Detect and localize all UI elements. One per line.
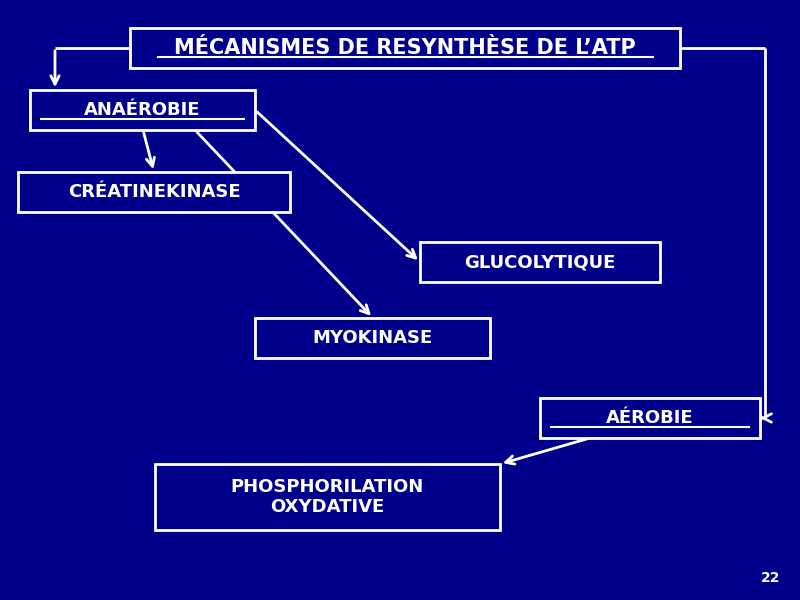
Text: AÉROBIE: AÉROBIE — [606, 409, 694, 427]
Text: 22: 22 — [761, 571, 780, 585]
Bar — [420, 242, 660, 282]
Text: PHOSPHORILATION
OXYDATIVE: PHOSPHORILATION OXYDATIVE — [231, 478, 424, 517]
Bar — [30, 90, 255, 130]
Text: MÉCANISMES DE RESYNTHÈSE DE L’ATP: MÉCANISMES DE RESYNTHÈSE DE L’ATP — [174, 38, 636, 58]
Bar — [540, 398, 760, 438]
Text: CRÉATINEKINASE: CRÉATINEKINASE — [68, 183, 240, 201]
Bar — [255, 318, 490, 358]
Text: ANAÉROBIE: ANAÉROBIE — [84, 101, 201, 119]
Bar — [18, 172, 290, 212]
Bar — [130, 28, 680, 68]
Bar — [155, 464, 500, 530]
Text: GLUCOLYTIQUE: GLUCOLYTIQUE — [464, 253, 616, 271]
Text: MYOKINASE: MYOKINASE — [312, 329, 433, 347]
